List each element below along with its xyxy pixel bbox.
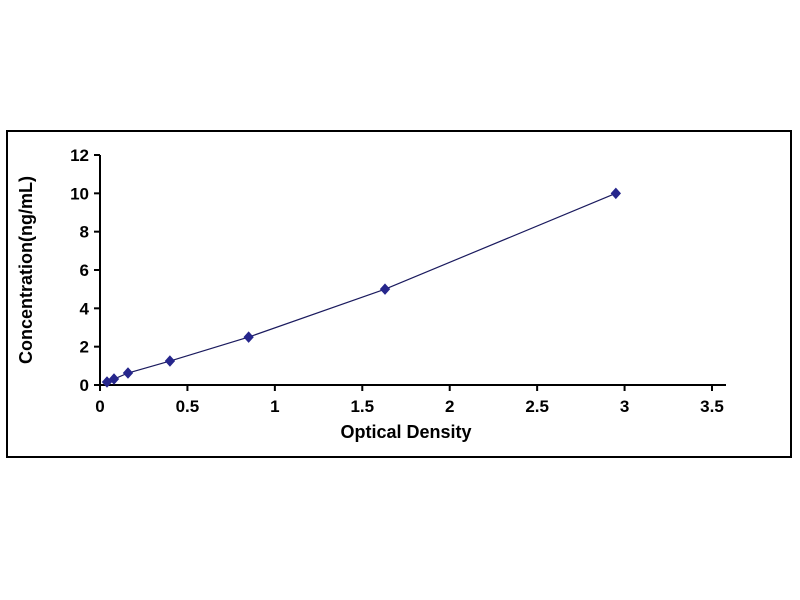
- chart-layers: 0 0.5 1 1.5 2 2.5 3 3.5 0 2 4 6 8 10 12: [70, 146, 726, 416]
- y-tick-label: 10: [70, 184, 89, 203]
- data-point-marker: [610, 187, 622, 200]
- y-tick-label: 6: [80, 261, 89, 280]
- x-tick-label: 1: [270, 397, 279, 416]
- data-point-marker: [164, 355, 176, 367]
- y-axis-title: Concentration(ng/mL): [16, 176, 36, 364]
- x-tick-label: 1.5: [350, 397, 374, 416]
- data-point-marker: [101, 376, 113, 388]
- data-point-marker: [122, 367, 134, 379]
- series-line: [106, 192, 617, 383]
- data-point-marker: [243, 331, 254, 343]
- data-point-marker: [379, 283, 391, 295]
- standard-curve-chart: 0 0.5 1 1.5 2 2.5 3 3.5 0 2 4 6 8 10 12 Optical Densit…: [16, 146, 726, 442]
- y-tick-label: 0: [80, 376, 89, 395]
- x-tick-label: 2.5: [525, 397, 549, 416]
- y-tick-label: 2: [80, 338, 89, 357]
- x-tick-label: 0: [95, 397, 104, 416]
- x-tick-label: 0.5: [176, 397, 200, 416]
- chart-frame: 0 0.5 1 1.5 2 2.5 3 3.5 0 2 4 6 8 10 12 Optical Densit…: [6, 130, 792, 458]
- data-point-marker: [108, 373, 120, 385]
- x-tick-label: 3: [620, 397, 629, 416]
- x-axis-title: Optical Density: [340, 422, 471, 442]
- y-tick-label: 12: [70, 146, 89, 165]
- y-tick-label: 8: [80, 223, 89, 242]
- x-tick-label: 3.5: [700, 397, 724, 416]
- y-tick-label: 4: [80, 299, 90, 318]
- x-tick-label: 2: [445, 397, 454, 416]
